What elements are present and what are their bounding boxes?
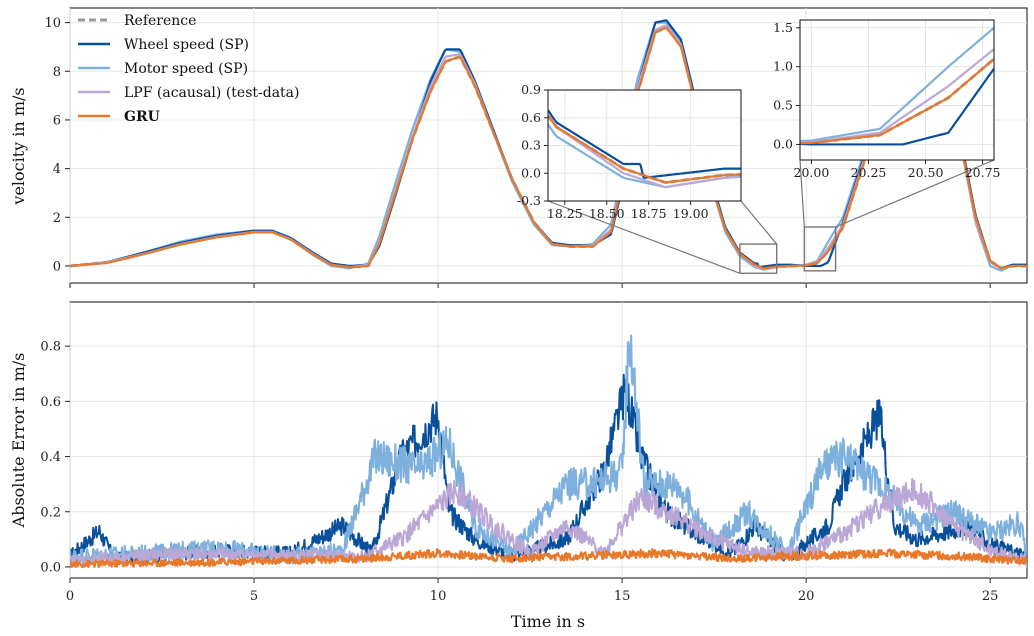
- legend-label-gru: GRU: [124, 109, 160, 125]
- inset-y-tick-label: 0.3: [521, 138, 541, 153]
- zoom-connector: [799, 159, 805, 228]
- legend-label-motor-speed: Motor speed (SP): [124, 61, 248, 77]
- error-ylabel: Absolute Error in m/s: [9, 353, 28, 529]
- y-tick-label: 10: [44, 16, 61, 31]
- y-tick-label: 0.8: [40, 340, 61, 355]
- zoom-connector: [547, 200, 741, 274]
- error-xlabel: Time in s: [511, 612, 585, 631]
- inset-x-tick-label: 20.00: [794, 165, 830, 180]
- y-tick-label: 0.6: [40, 395, 61, 410]
- inset-frame: [799, 19, 995, 161]
- legend-label-reference: Reference: [124, 13, 196, 29]
- inset-series: [548, 109, 741, 189]
- inset-y-tick-label: 0.9: [521, 82, 541, 97]
- inset-x-tick-label: 20.25: [851, 165, 887, 180]
- y-tick-label: 8: [53, 65, 61, 80]
- inset-y-tick-label: 0.5: [773, 98, 793, 113]
- inset-series-line-lpf-acausal-test-data: [548, 114, 741, 189]
- zoom-connector: [835, 159, 995, 228]
- series-line-motor-speed-sp: [70, 334, 1027, 565]
- legend-label-lpf: LPF (acausal) (test-data): [124, 85, 299, 101]
- velocity-ylabel: velocity in m/s: [9, 87, 28, 205]
- inset-x-tick-label: 18.75: [631, 206, 667, 221]
- inset-frame: [547, 89, 742, 202]
- inset-series: [800, 26, 994, 146]
- error-ticks: 0 5 10 15 20 25 0.0 0.2 0.4 0.6 0.8: [40, 340, 998, 604]
- error-panel: 0 5 10 15 20 25 0.0 0.2 0.4 0.6 0.8 Absolute Error…: [9, 301, 1028, 631]
- y-tick-label: 0: [53, 259, 61, 274]
- y-tick-label: 0.4: [40, 450, 61, 465]
- x-tick-label: 25: [982, 589, 999, 604]
- inset-x-tick-label: 20.50: [908, 165, 944, 180]
- inset-x-tick-label: 20.75: [965, 165, 1001, 180]
- y-tick-label: 4: [53, 162, 61, 177]
- x-tick-label: 10: [430, 589, 447, 604]
- legend-label-wheel-speed: Wheel speed (SP): [124, 37, 249, 53]
- zoom-box: [739, 243, 778, 274]
- inset-y-tick-label: -0.3: [517, 193, 541, 208]
- zoom-indicators: [547, 159, 995, 274]
- legend: Reference Wheel speed (SP) Motor speed (…: [78, 13, 299, 125]
- inset-series-line-lpf-acausal-test-data: [800, 48, 994, 144]
- series-line-wheel-speed-sp: [70, 373, 1027, 566]
- zoom-box: [803, 226, 837, 272]
- error-series: [70, 334, 1027, 569]
- y-tick-label: 0.2: [40, 505, 61, 520]
- inset-y-tick-label: 1.0: [773, 59, 793, 74]
- y-tick-label: 2: [53, 211, 61, 226]
- x-tick-label: 5: [250, 589, 258, 604]
- inset-series-line-wheel-speed-sp: [800, 67, 994, 146]
- zoom-connector: [740, 200, 778, 245]
- y-tick-label: 0.0: [40, 560, 61, 575]
- inset-series-line-gru: [548, 114, 741, 184]
- inset-y-tick-label: 0.6: [521, 110, 541, 125]
- inset-zoom-1: 18.25 18.50 18.75 19.00 -0.3 0.0 0.3 0.6 0.9: [517, 82, 742, 221]
- x-tick-label: 0: [66, 589, 74, 604]
- inset-x-tick-label: 19.00: [673, 206, 709, 221]
- velocity-ticks: 0 2 4 6 8 10: [44, 16, 991, 288]
- x-tick-label: 20: [798, 589, 815, 604]
- inset-y-tick-label: 0.0: [773, 136, 793, 151]
- series-line-gru: [70, 548, 1027, 569]
- inset-y-tick-label: 1.5: [773, 20, 793, 35]
- inset-x-tick-label: 18.25: [547, 206, 583, 221]
- error-grid: [69, 302, 1027, 578]
- inset-series-line-motor-speed-sp: [800, 26, 994, 143]
- inset-series-line-wheel-speed-sp: [548, 109, 741, 179]
- x-tick-label: 15: [614, 589, 631, 604]
- y-tick-label: 6: [53, 113, 61, 128]
- inset-series-line-gru: [800, 58, 994, 145]
- inset-y-tick-label: 0.0: [521, 165, 541, 180]
- inset-x-tick-label: 18.50: [589, 206, 625, 221]
- inset-zoom-2: 20.00 20.25 20.50 20.75 0.0 0.5 1.0 1.5: [773, 19, 1001, 180]
